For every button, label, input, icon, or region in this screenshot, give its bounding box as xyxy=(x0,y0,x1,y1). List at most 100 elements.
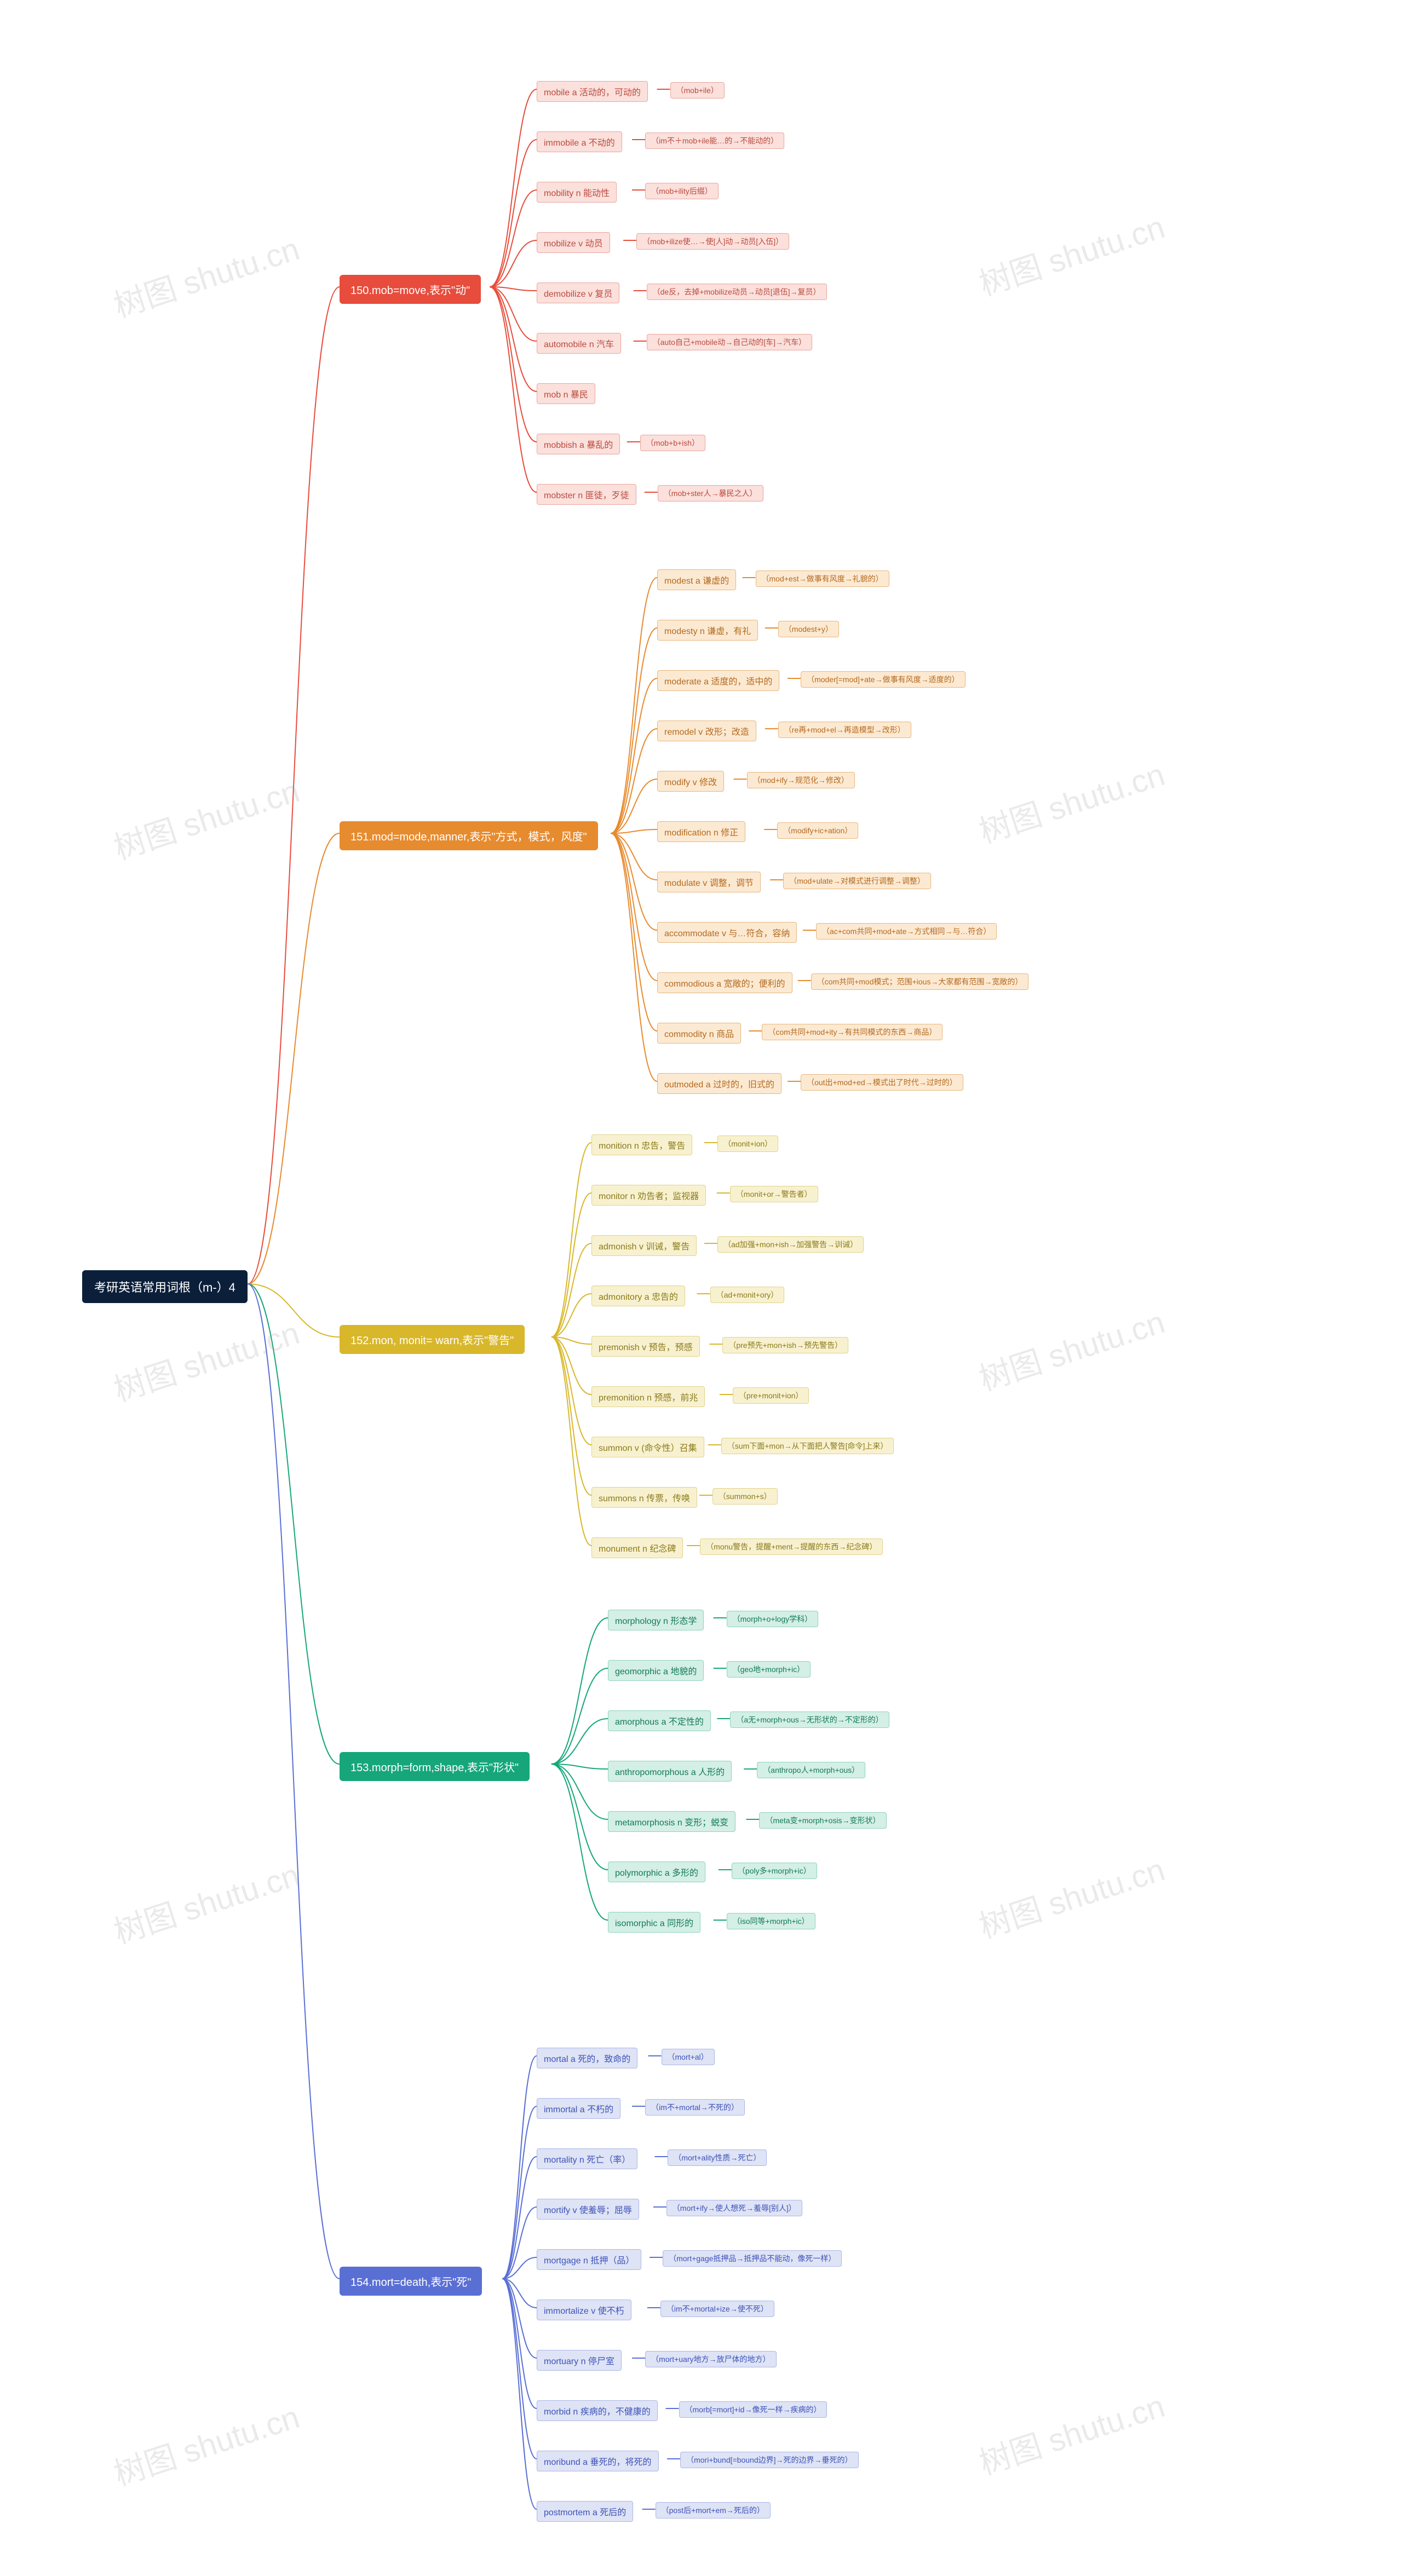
detail-node: （mob+ile） xyxy=(670,82,725,99)
leaf-node: accommodate v 与…符合，容纳 xyxy=(657,922,797,943)
detail-node: （mob+ilize使…→使[人]动→动员[入伍]） xyxy=(636,233,789,250)
detail-node: （mod+est→做事有风度→礼貌的） xyxy=(756,570,889,587)
detail-node: （im不+mortal+ize→使不死） xyxy=(660,2301,774,2317)
leaf-node: mobilize v 动员 xyxy=(537,232,610,253)
detail-node: （mob+ster人→暴民之人） xyxy=(658,485,763,502)
leaf-node: admonish v 训诫，警告 xyxy=(591,1235,697,1256)
watermark: 树图 shutu.cn xyxy=(107,2391,304,2494)
detail-node: （ad+monit+ory） xyxy=(710,1287,785,1303)
mindmap-canvas: 考研英语常用词根（m-）4 150.mob=move,表示"动" mobile a … xyxy=(0,0,1402,2576)
detail-node: （mod+ify→规范化→修改） xyxy=(747,772,855,788)
leaf-node: modulate v 调整，调节 xyxy=(657,872,761,892)
detail-node: （sum下面+mon→从下面把人警告[命令]上来） xyxy=(721,1438,894,1454)
watermark: 树图 shutu.cn xyxy=(107,223,304,326)
leaf-node: immobile a 不动的 xyxy=(537,131,622,152)
leaf-node: anthropomorphous a 人形的 xyxy=(608,1761,732,1782)
leaf-node: monument n 纪念碑 xyxy=(591,1537,683,1558)
watermark: 树图 shutu.cn xyxy=(973,201,1170,304)
watermark: 树图 shutu.cn xyxy=(973,1296,1170,1399)
watermark: 树图 shutu.cn xyxy=(973,1844,1170,1947)
leaf-node: postmortem a 死后的 xyxy=(537,2501,633,2522)
leaf-node: summons n 传票，传唤 xyxy=(591,1487,697,1508)
leaf-node: mortify v 使羞辱；屈辱 xyxy=(537,2199,639,2220)
leaf-node: automobile n 汽车 xyxy=(537,333,621,354)
watermark: 树图 shutu.cn xyxy=(973,749,1170,852)
leaf-node: admonitory a 忠告的 xyxy=(591,1286,685,1306)
detail-node: （iso同等+morph+ic） xyxy=(727,1913,815,1929)
detail-node: （summon+s） xyxy=(713,1488,778,1505)
branch-node: 151.mod=mode,manner,表示"方式，模式，风度" xyxy=(340,821,598,850)
leaf-node: modification n 修正 xyxy=(657,821,745,842)
detail-node: （mod+ulate→对模式进行调整→调整） xyxy=(783,873,931,889)
detail-node: （out出+mod+ed→模式出了时代→过时的） xyxy=(801,1074,963,1091)
detail-node: （mort+ify→使人想死→羞辱[别人]） xyxy=(666,2200,802,2216)
detail-node: （mori+bund[=bound边界]→死的边界→垂死的） xyxy=(680,2452,858,2468)
detail-node: （morb[=mort]+id→像死一样→疾病的） xyxy=(679,2401,828,2418)
leaf-node: amorphous a 不定性的 xyxy=(608,1710,711,1731)
leaf-node: mortuary n 停尸室 xyxy=(537,2350,622,2371)
leaf-node: mobility n 能动性 xyxy=(537,182,617,203)
leaf-node: mob n 暴民 xyxy=(537,383,595,404)
leaf-node: monition n 忠告，警告 xyxy=(591,1134,692,1155)
leaf-node: premonish v 预告，预感 xyxy=(591,1336,700,1357)
leaf-node: modest a 谦虚的 xyxy=(657,569,736,590)
detail-node: （geo地+morph+ic） xyxy=(727,1661,811,1678)
leaf-node: immortalize v 使不朽 xyxy=(537,2300,631,2320)
detail-node: （im不＋mob+ile能…的→不能动的） xyxy=(645,132,784,149)
detail-node: （a无+morph+ous→无形状的→不定形的） xyxy=(730,1711,889,1728)
detail-node: （modest+y） xyxy=(778,621,839,637)
branch-node: 154.mort=death,表示"死" xyxy=(340,2267,482,2296)
detail-node: （re再+mod+el→再造模型→改形） xyxy=(778,722,911,738)
leaf-node: geomorphic a 地貌的 xyxy=(608,1660,704,1681)
detail-node: （ac+com共同+mod+ate→方式相同→与…符合） xyxy=(816,923,997,940)
detail-node: （com共同+mod+ity→有共同模式的东西→商品） xyxy=(762,1024,943,1040)
leaf-node: demobilize v 复员 xyxy=(537,283,619,303)
detail-node: （meta变+morph+osis→变形状） xyxy=(759,1812,886,1829)
leaf-node: premonition n 预感，前兆 xyxy=(591,1386,705,1407)
watermark: 树图 shutu.cn xyxy=(107,765,304,868)
detail-node: （monit+or→警告者） xyxy=(730,1186,818,1202)
detail-node: （monu警告，提醒+ment→提醒的东西→纪念碑） xyxy=(700,1538,883,1555)
leaf-node: commodious a 宽敞的；便利的 xyxy=(657,972,792,993)
root-node: 考研英语常用词根（m-）4 xyxy=(82,1270,248,1303)
leaf-node: mortgage n 抵押（品） xyxy=(537,2249,641,2270)
leaf-node: monitor n 劝告者；监视器 xyxy=(591,1185,706,1206)
leaf-node: remodel v 改形；改造 xyxy=(657,721,756,741)
leaf-node: mobster n 匪徒，歹徒 xyxy=(537,484,636,505)
detail-node: （morph+o+logy学科） xyxy=(727,1611,819,1627)
detail-node: （mort+gage抵押品→抵押品不能动，像死一样） xyxy=(663,2250,842,2267)
detail-node: （monit+ion） xyxy=(717,1136,778,1152)
detail-node: （mob+ility后缀） xyxy=(645,183,719,199)
leaf-node: moribund a 垂死的，将死的 xyxy=(537,2451,659,2471)
watermark: 树图 shutu.cn xyxy=(107,1307,304,1410)
leaf-node: polymorphic a 多形的 xyxy=(608,1862,705,1882)
detail-node: （pre预先+mon+ish→预先警告） xyxy=(722,1337,848,1353)
watermark: 树图 shutu.cn xyxy=(107,1849,304,1952)
leaf-node: mortality n 死亡（率） xyxy=(537,2148,637,2169)
leaf-node: morphology n 形态学 xyxy=(608,1610,704,1630)
leaf-node: mobbish a 暴乱的 xyxy=(537,434,620,454)
detail-node: （mort+uary地方→放尸体的地方） xyxy=(645,2351,776,2367)
branch-node: 150.mob=move,表示"动" xyxy=(340,275,481,304)
detail-node: （mob+b+ish） xyxy=(640,435,705,451)
leaf-node: isomorphic a 同形的 xyxy=(608,1912,700,1933)
detail-node: （mort+al） xyxy=(662,2049,715,2065)
leaf-node: moderate a 适度的，适中的 xyxy=(657,670,779,691)
detail-node: （com共同+mod模式；范围+ious→大家都有范围→宽敞的） xyxy=(811,973,1029,990)
leaf-node: morbid n 疾病的，不健康的 xyxy=(537,2400,658,2421)
detail-node: （moder[=mod]+ate→做事有风度→适度的） xyxy=(801,671,966,688)
detail-node: （modify+ic+ation） xyxy=(777,822,858,839)
detail-node: （im不+mortal→不死的） xyxy=(645,2099,745,2116)
detail-node: （de反，去掉+mobilize动员→动员[退伍]→复员） xyxy=(647,284,827,300)
branch-node: 152.mon, monit= warn,表示"警告" xyxy=(340,1325,525,1354)
leaf-node: mobile a 活动的，可动的 xyxy=(537,81,648,102)
branch-node: 153.morph=form,shape,表示"形状" xyxy=(340,1752,530,1781)
leaf-node: commodity n 商品 xyxy=(657,1023,741,1044)
leaf-node: metamorphosis n 变形；蜕变 xyxy=(608,1811,736,1832)
leaf-node: modify v 修改 xyxy=(657,771,724,792)
detail-node: （mort+ality性质→死亡） xyxy=(668,2149,767,2166)
detail-node: （pre+monit+ion） xyxy=(733,1387,809,1404)
leaf-node: mortal a 死的，致命的 xyxy=(537,2048,637,2068)
detail-node: （poly多+morph+ic） xyxy=(732,1863,817,1879)
detail-node: （auto自己+mobile动→自己动的[车]→汽车） xyxy=(647,334,812,350)
